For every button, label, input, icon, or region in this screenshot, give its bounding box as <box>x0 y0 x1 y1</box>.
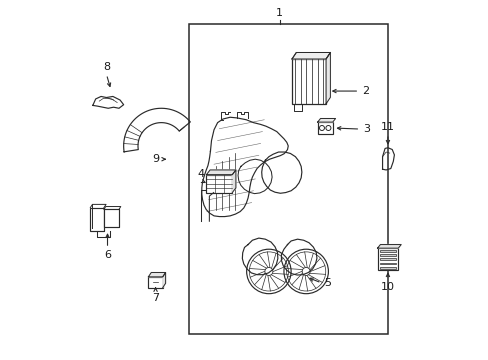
Polygon shape <box>317 118 335 122</box>
Bar <box>206 175 232 193</box>
Bar <box>379 254 395 256</box>
Bar <box>379 267 395 269</box>
Bar <box>188 24 387 334</box>
Polygon shape <box>148 273 165 277</box>
Bar <box>379 249 395 252</box>
Text: 2: 2 <box>361 86 368 96</box>
Text: 7: 7 <box>152 293 159 303</box>
Text: 1: 1 <box>276 8 283 18</box>
Bar <box>379 258 395 260</box>
Text: 10: 10 <box>380 282 394 292</box>
Bar <box>379 262 395 265</box>
Bar <box>148 277 163 288</box>
Bar <box>291 59 325 104</box>
Bar <box>377 248 398 270</box>
Text: 4: 4 <box>198 168 204 179</box>
Polygon shape <box>163 273 165 288</box>
Text: 3: 3 <box>362 124 369 134</box>
Text: 11: 11 <box>380 122 394 132</box>
Polygon shape <box>206 170 235 175</box>
Polygon shape <box>291 53 330 59</box>
Polygon shape <box>232 170 235 193</box>
Bar <box>317 122 332 134</box>
Bar <box>90 208 104 231</box>
Text: 8: 8 <box>102 62 110 72</box>
Polygon shape <box>325 53 330 104</box>
Text: 5: 5 <box>324 278 330 288</box>
Polygon shape <box>377 244 400 248</box>
Bar <box>104 210 119 227</box>
Text: 6: 6 <box>104 250 111 260</box>
Text: 9: 9 <box>152 154 159 164</box>
